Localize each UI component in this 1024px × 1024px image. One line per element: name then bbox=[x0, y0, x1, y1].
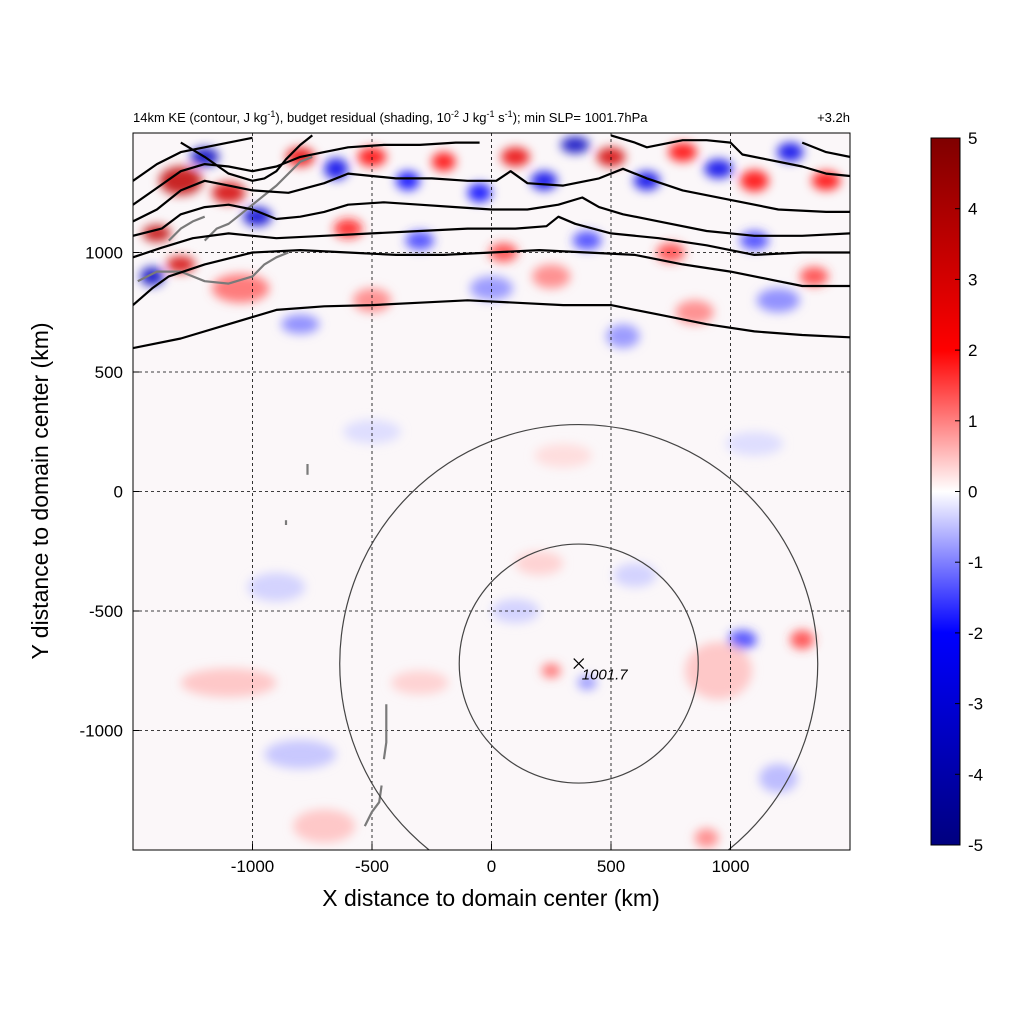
shading-blob bbox=[242, 207, 272, 227]
ke-contour bbox=[133, 167, 850, 223]
shading-blob bbox=[431, 152, 456, 172]
y-axis-label: Y distance to domain center (km) bbox=[27, 322, 53, 659]
ke-contour bbox=[801, 141, 850, 158]
colorbar-tick-label: -2 bbox=[968, 624, 983, 643]
coastline bbox=[137, 251, 289, 285]
shading-blob bbox=[675, 300, 714, 325]
shading-blob bbox=[756, 288, 800, 313]
shading-blob bbox=[534, 443, 592, 468]
shading-blob bbox=[656, 242, 686, 263]
shading-blob bbox=[293, 809, 356, 843]
ke-contour bbox=[133, 299, 850, 350]
ke-contour bbox=[133, 215, 850, 259]
ke-contour bbox=[133, 249, 850, 306]
shading-blob bbox=[467, 183, 492, 203]
shading-blob bbox=[694, 828, 719, 848]
ke-contour bbox=[133, 196, 850, 237]
colorbar-tick-label: 2 bbox=[968, 341, 977, 360]
shading-blob bbox=[391, 670, 449, 695]
y-tick-label: -1000 bbox=[80, 722, 123, 741]
y-tick-label: 0 bbox=[114, 483, 123, 502]
storm-center: 1001.7 bbox=[573, 658, 629, 684]
shading-blob bbox=[180, 668, 277, 698]
residual-shading bbox=[140, 136, 841, 848]
colorbar-tick-label: -3 bbox=[968, 695, 983, 714]
ke-contour bbox=[133, 141, 480, 206]
shading-blob bbox=[728, 630, 757, 650]
range-rings bbox=[339, 424, 819, 850]
shading-blob bbox=[799, 266, 829, 286]
shading-blob bbox=[395, 171, 420, 191]
shading-blob bbox=[530, 171, 558, 191]
shading-blob bbox=[685, 642, 753, 700]
forecast-time-label: +3.2h bbox=[817, 110, 850, 125]
shading-blob bbox=[343, 419, 401, 444]
shading-blob bbox=[577, 675, 597, 690]
storm-center-marker bbox=[573, 658, 585, 670]
ke-contour bbox=[180, 134, 313, 182]
range-ring bbox=[458, 543, 699, 784]
shading-blob bbox=[596, 147, 626, 167]
x-tick-label: 1000 bbox=[712, 857, 750, 876]
shading-blob bbox=[572, 230, 602, 251]
y-tick-label: 1000 bbox=[85, 244, 123, 263]
shading-blob bbox=[613, 563, 657, 588]
shading-blob bbox=[501, 147, 530, 167]
shading-blob bbox=[142, 225, 172, 242]
colorbar-tick-label: 4 bbox=[968, 200, 977, 219]
shading-blob bbox=[159, 166, 203, 196]
colorbar-tick-label: 3 bbox=[968, 270, 977, 289]
y-axis-ticks: -1000 -500 0 500 1000 bbox=[80, 244, 139, 741]
shading-blob bbox=[532, 264, 571, 289]
coastline bbox=[168, 215, 206, 242]
colorbar-tick-label: 5 bbox=[968, 129, 977, 148]
x-axis-label: X distance to domain center (km) bbox=[322, 885, 659, 911]
colorbar-tick-label: -1 bbox=[968, 553, 983, 572]
coastline bbox=[382, 704, 388, 760]
shading-blob bbox=[541, 663, 561, 678]
x-tick-label: -500 bbox=[355, 857, 389, 876]
shading-blob bbox=[759, 763, 798, 793]
coastline bbox=[363, 785, 383, 827]
x-axis-ticks: -1000 -500 0 500 1000 bbox=[231, 844, 750, 876]
shading-blob bbox=[790, 630, 815, 650]
shading-blob bbox=[515, 551, 564, 576]
y-tick-label: 500 bbox=[95, 363, 123, 382]
coastline-layer bbox=[137, 155, 388, 827]
shading-blob bbox=[357, 147, 387, 167]
shading-blob bbox=[725, 431, 784, 456]
shading-blob bbox=[740, 170, 769, 192]
shading-blob bbox=[491, 599, 540, 623]
shading-blob bbox=[668, 142, 698, 162]
shading-blob bbox=[606, 324, 640, 349]
colorbar-tick-label: 0 bbox=[968, 483, 977, 502]
shading-blob bbox=[811, 171, 841, 191]
x-tick-label: 0 bbox=[487, 857, 496, 876]
min-slp-label: 1001.7 bbox=[582, 667, 629, 684]
shading-blob bbox=[166, 256, 196, 273]
shading-blob bbox=[777, 142, 804, 162]
chart-title: 14km KE (contour, J kg-1), budget residu… bbox=[133, 109, 648, 125]
shading-blob bbox=[469, 276, 514, 301]
colorbar-tick-label: 1 bbox=[968, 412, 977, 431]
colorbar-tick-label: -4 bbox=[968, 765, 983, 784]
shading-blob bbox=[560, 136, 590, 154]
range-ring bbox=[339, 424, 819, 850]
ke-contour bbox=[610, 134, 850, 178]
shading-blob bbox=[247, 572, 306, 602]
shading-blob bbox=[281, 314, 320, 334]
colorbar-tick-label: -5 bbox=[968, 836, 983, 855]
colorbar-ticks: 5 4 3 2 1 0 -1 -2 -3 -4 -5 bbox=[955, 129, 983, 855]
shading-blob bbox=[704, 159, 733, 179]
x-tick-label: 500 bbox=[597, 857, 625, 876]
shading-blob bbox=[324, 158, 349, 180]
shading-blob bbox=[211, 274, 270, 303]
x-tick-label: -1000 bbox=[231, 857, 274, 876]
ke-contour-layer bbox=[133, 134, 850, 350]
shading-blob bbox=[264, 740, 337, 769]
y-tick-label: -500 bbox=[89, 602, 123, 621]
coastline bbox=[203, 155, 313, 242]
shading-blob bbox=[405, 230, 435, 251]
